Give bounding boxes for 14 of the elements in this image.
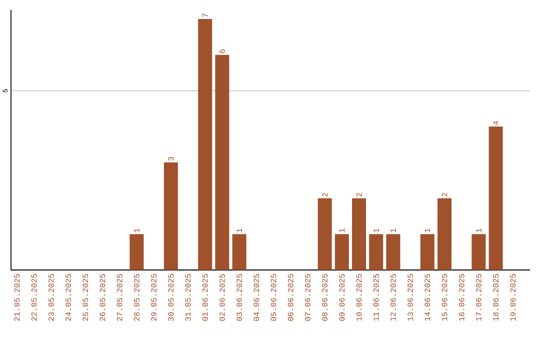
bar — [198, 18, 212, 270]
bar — [164, 162, 178, 270]
bar — [130, 234, 144, 270]
bar — [472, 234, 486, 270]
bar — [352, 198, 366, 270]
bar — [318, 198, 332, 270]
bar — [334, 234, 349, 270]
bar — [488, 126, 503, 270]
bar — [369, 234, 384, 270]
bar — [232, 234, 246, 270]
bar — [437, 198, 452, 270]
bar — [215, 54, 230, 270]
bar — [386, 234, 400, 270]
bar — [420, 234, 434, 270]
